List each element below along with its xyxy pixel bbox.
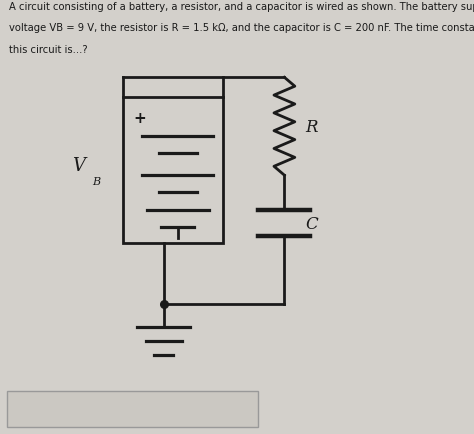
- Text: A circuit consisting of a battery, a resistor, and a capacitor is wired as shown: A circuit consisting of a battery, a res…: [9, 2, 474, 12]
- Text: V: V: [72, 157, 85, 175]
- Text: +: +: [134, 111, 146, 125]
- Text: voltage VB = 9 V, the resistor is R = 1.5 kΩ, and the capacitor is C = 200 nF. T: voltage VB = 9 V, the resistor is R = 1.…: [9, 23, 474, 33]
- FancyBboxPatch shape: [7, 391, 258, 427]
- Text: R: R: [306, 118, 318, 135]
- Text: B: B: [92, 176, 100, 186]
- Text: this circuit is...?: this circuit is...?: [9, 45, 88, 55]
- Text: C: C: [306, 215, 319, 232]
